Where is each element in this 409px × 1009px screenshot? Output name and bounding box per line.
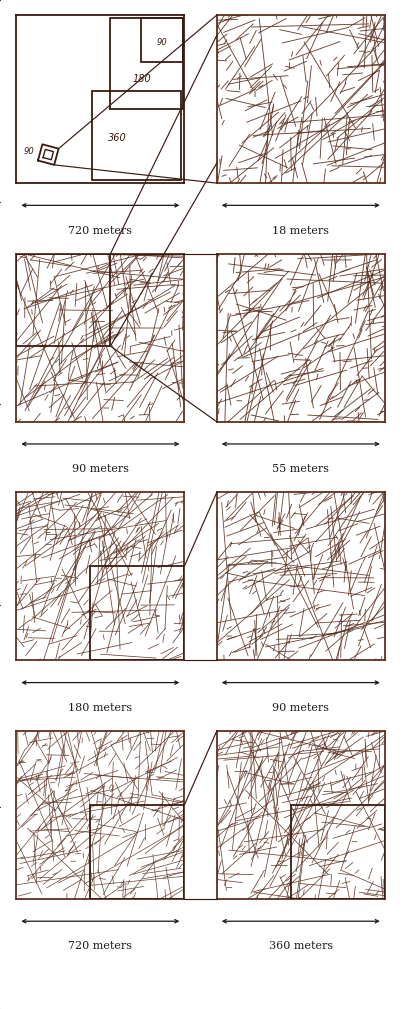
Bar bbox=[90, 566, 184, 661]
Bar bbox=[291, 805, 385, 899]
Bar bbox=[141, 18, 183, 63]
Text: 90: 90 bbox=[156, 37, 167, 46]
Text: 720 meters: 720 meters bbox=[68, 941, 133, 951]
Text: 55 meters: 55 meters bbox=[272, 464, 329, 474]
Bar bbox=[110, 18, 183, 109]
Bar bbox=[92, 91, 181, 180]
Text: 720 meters: 720 meters bbox=[68, 226, 133, 235]
Bar bbox=[90, 805, 184, 899]
Text: 90: 90 bbox=[24, 146, 35, 155]
Text: 180: 180 bbox=[133, 74, 152, 84]
Text: 90 meters: 90 meters bbox=[72, 464, 129, 474]
Text: 18 meters: 18 meters bbox=[272, 226, 329, 235]
Text: 360: 360 bbox=[108, 133, 126, 143]
Bar bbox=[16, 254, 110, 346]
Text: 360 meters: 360 meters bbox=[269, 941, 333, 951]
Text: 180 meters: 180 meters bbox=[68, 703, 133, 712]
Text: 90 meters: 90 meters bbox=[272, 703, 329, 712]
